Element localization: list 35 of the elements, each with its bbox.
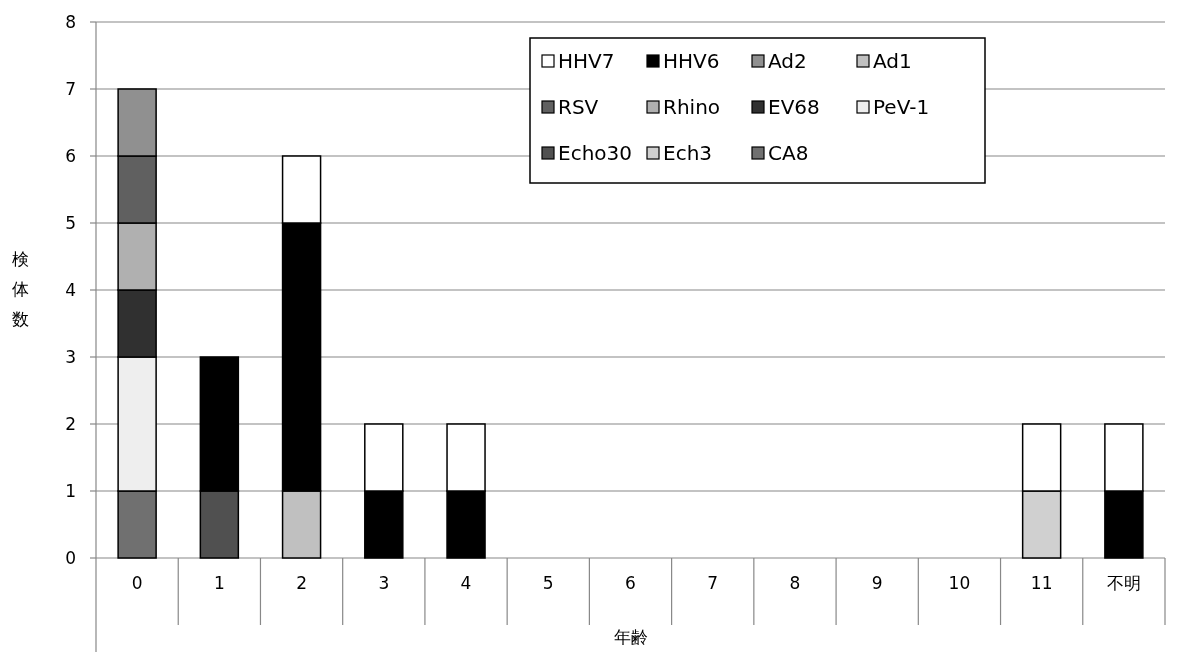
y-tick-label: 5 xyxy=(65,213,76,233)
legend-label: Ad2 xyxy=(768,49,807,73)
x-tick-label: 9 xyxy=(871,573,883,593)
y-tick-label: 7 xyxy=(65,79,76,99)
x-tick-label: 1 xyxy=(213,573,225,593)
y-tick-label: 2 xyxy=(65,414,76,434)
y-tick-label: 1 xyxy=(65,481,76,501)
legend-label: CA8 xyxy=(768,141,809,165)
x-tick-label: 3 xyxy=(378,573,390,593)
legend-label: Echo30 xyxy=(558,141,632,165)
x-tick-label: 5 xyxy=(542,573,554,593)
legend-label: Ad1 xyxy=(873,49,912,73)
x-tick-label: 2 xyxy=(296,573,307,593)
x-tick-label: 4 xyxy=(460,573,472,593)
legend-label: PeV-1 xyxy=(873,95,930,119)
x-tick-label: 0 xyxy=(131,573,143,593)
legend-label: Ech3 xyxy=(663,141,713,165)
legend-label: Rhino xyxy=(663,95,721,119)
x-tick-label: 7 xyxy=(707,573,719,593)
x-tick-label: 不明 xyxy=(1106,573,1141,593)
legend-label: RSV xyxy=(558,95,599,119)
y-tick-label: 3 xyxy=(65,347,76,367)
legend-label: EV68 xyxy=(768,95,820,119)
y-axis-title: 検体数 xyxy=(11,249,29,329)
y-tick-label: 8 xyxy=(65,12,76,32)
legend-label: HHV6 xyxy=(663,49,720,73)
x-tick-label: 11 xyxy=(1030,573,1053,593)
y-tick-label: 4 xyxy=(65,280,76,300)
x-tick-label: 6 xyxy=(625,573,636,593)
y-tick-label: 6 xyxy=(65,146,76,166)
x-tick-label: 10 xyxy=(948,573,971,593)
x-tick-label: 8 xyxy=(789,573,801,593)
x-axis-title: 年齢 xyxy=(613,627,648,647)
legend-label: HHV7 xyxy=(558,49,615,73)
y-tick-label: 0 xyxy=(65,548,76,568)
